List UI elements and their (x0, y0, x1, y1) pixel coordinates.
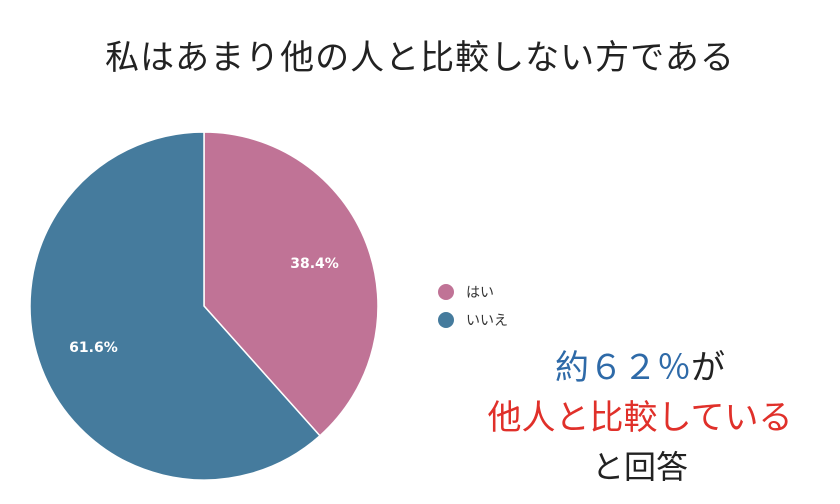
legend-item-yes: はい (438, 280, 508, 304)
annotation-highlight: 約６２％ (555, 348, 691, 388)
annotation-line-1: 約６２％が (400, 340, 840, 389)
legend-swatch-yes (438, 284, 454, 300)
legend-swatch-no (438, 312, 454, 328)
annotation-line-2: 他人と比較している (487, 398, 793, 438)
chart-title: 私はあまり他の人と比較しない方である (105, 38, 735, 78)
legend: はい いいえ (438, 280, 508, 336)
slice-label-no: 61.6% (69, 340, 118, 356)
slice-no (29, 131, 321, 481)
legend-label-no: いいえ (466, 313, 508, 329)
legend-item-no: いいえ (438, 308, 508, 332)
annotation-line-3: と回答 (591, 448, 688, 486)
slice-label-yes: 38.4% (290, 256, 339, 272)
legend-label-yes: はい (466, 285, 494, 301)
slice-yes (203, 131, 379, 437)
annotation-line-1-rest: が (691, 348, 725, 388)
